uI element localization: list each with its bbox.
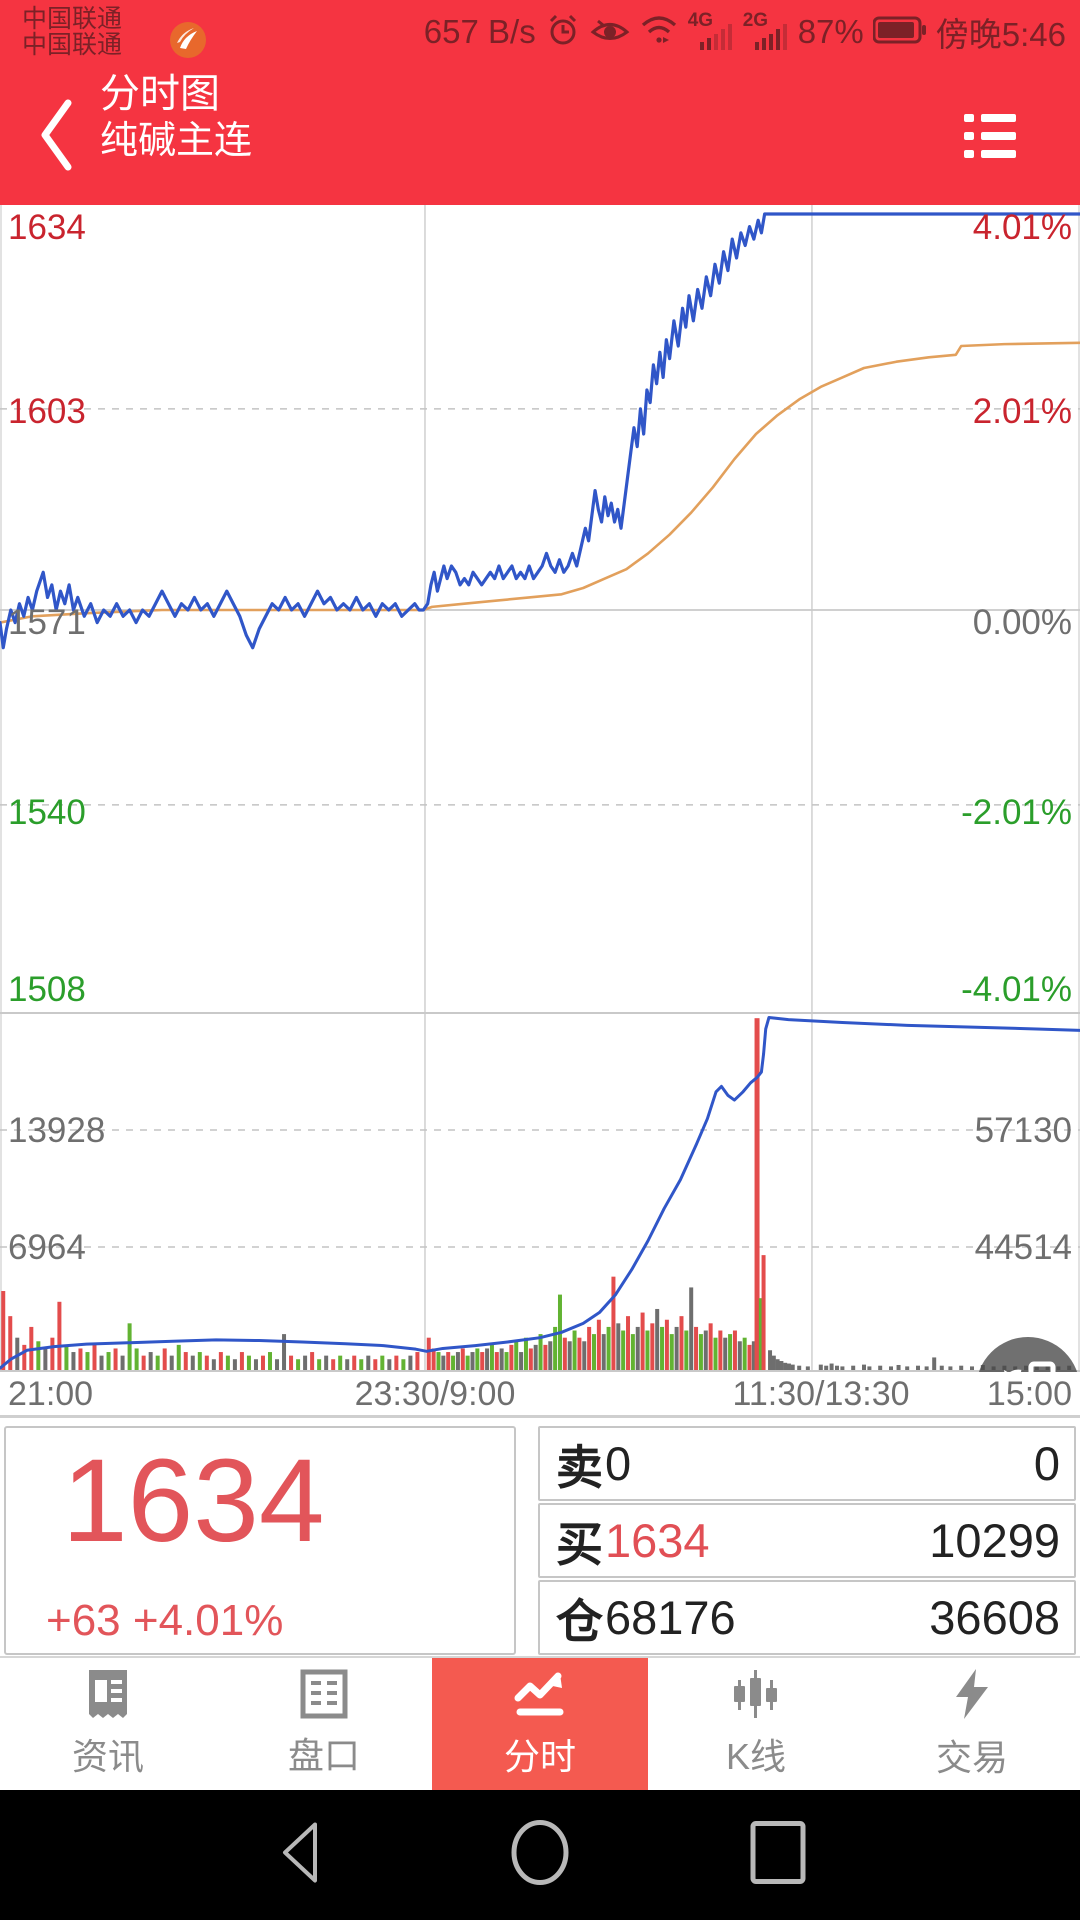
clock-text: 傍晚5:46 xyxy=(935,16,1066,53)
percent-axis-right-2: 0.00% xyxy=(972,603,1072,642)
signal-2g-icon: 2G xyxy=(743,10,789,52)
android-nav-bar xyxy=(0,1790,1080,1920)
price-axis-left-0: 1634 xyxy=(8,208,86,247)
time-tick-0: 21:00 xyxy=(8,1375,94,1413)
time-tick-1: 23:30/9:00 xyxy=(354,1375,516,1413)
tab-news-label: 资讯 xyxy=(71,1736,144,1777)
position-row: 仓 68176 36608 xyxy=(538,1580,1076,1655)
bottom-nav: 资讯 盘口 xyxy=(0,1656,1080,1790)
tab-orderbook-label: 盘口 xyxy=(287,1735,360,1776)
status-bar: 中国联通 中国联通 657 B/s xyxy=(0,0,1080,64)
menu-list-button[interactable] xyxy=(964,112,1016,160)
oi-axis-right-1: 44514 xyxy=(974,1228,1072,1267)
percent-axis-right-0: 4.01% xyxy=(972,208,1072,247)
back-button[interactable] xyxy=(26,92,86,178)
wifi-icon xyxy=(639,13,679,52)
volume-axis-left-0: 13928 xyxy=(8,1111,106,1150)
time-tick-2: 11:30/13:30 xyxy=(732,1375,910,1413)
eye-icon xyxy=(590,15,630,50)
carrier-app-icon xyxy=(170,22,206,58)
signal-4g-icon: 4G xyxy=(688,10,734,52)
contract-name: 纯碱主连 xyxy=(100,120,253,162)
tab-trade-label: 交易 xyxy=(935,1737,1008,1778)
time-tick-3: 15:00 xyxy=(986,1375,1072,1413)
android-recents-button[interactable] xyxy=(748,1819,808,1892)
percent-axis-right-3: -2.01% xyxy=(961,793,1072,832)
alarm-icon xyxy=(545,12,581,53)
net-speed: 657 B/s xyxy=(423,13,536,50)
volume-axis-left-1: 6964 xyxy=(8,1228,86,1267)
price-axis-left-2: 1571 xyxy=(8,603,86,642)
status-right-cluster: 657 B/s xyxy=(424,8,1066,56)
tab-kline-label: K线 xyxy=(725,1736,786,1777)
timeshare-chart[interactable]: 1634 1603 1571 1540 1508 4.01% 2.01% 0.00% -2.01… xyxy=(0,205,1080,1441)
trade-lightning-icon xyxy=(950,1667,994,1721)
tab-kline[interactable]: K线 xyxy=(648,1658,864,1790)
time-axis: 21:00 23:30/9:00 11:30/13:30 15:00 xyxy=(0,1372,1080,1415)
tab-timeshare[interactable]: 分时 xyxy=(432,1658,648,1790)
app-header: 分时图 纯碱主连 xyxy=(0,64,1080,205)
carrier-line2: 中国联通 xyxy=(22,31,123,59)
carrier-line1: 中国联通 xyxy=(22,5,123,33)
timeshare-icon xyxy=(514,1668,566,1720)
bid-row: 买 1634 10299 xyxy=(538,1503,1076,1578)
top-red-zone: 中国联通 中国联通 657 B/s xyxy=(0,0,1080,205)
page-title: 分时图 xyxy=(100,72,220,116)
battery-percent: 87% xyxy=(797,13,864,50)
carrier-block: 中国联通 中国联通 xyxy=(22,5,206,59)
price-change: +63 +4.01% xyxy=(46,1596,284,1645)
android-back-button[interactable] xyxy=(277,1820,323,1891)
kline-icon xyxy=(730,1668,782,1720)
header-titles: 分时图 纯碱主连 xyxy=(100,70,252,164)
percent-axis-right-1: 2.01% xyxy=(972,392,1072,431)
tab-orderbook[interactable]: 盘口 xyxy=(216,1658,432,1790)
last-price: 1634 xyxy=(62,1435,325,1567)
battery-icon xyxy=(872,15,927,50)
news-icon xyxy=(83,1668,133,1720)
price-axis-left-4: 1508 xyxy=(8,970,86,1009)
price-axis-left-1: 1603 xyxy=(8,392,86,431)
percent-axis-right-4: -4.01% xyxy=(961,970,1072,1009)
android-home-button[interactable] xyxy=(505,1818,575,1893)
price-axis-left-3: 1540 xyxy=(8,793,86,832)
last-price-box: 1634 +63 +4.01% xyxy=(4,1426,516,1655)
orderbook-icon xyxy=(300,1669,348,1719)
tab-timeshare-label: 分时 xyxy=(503,1736,576,1777)
tab-trade[interactable]: 交易 xyxy=(864,1658,1080,1790)
tab-news[interactable]: 资讯 xyxy=(0,1658,216,1790)
oi-axis-right-0: 57130 xyxy=(974,1111,1072,1150)
